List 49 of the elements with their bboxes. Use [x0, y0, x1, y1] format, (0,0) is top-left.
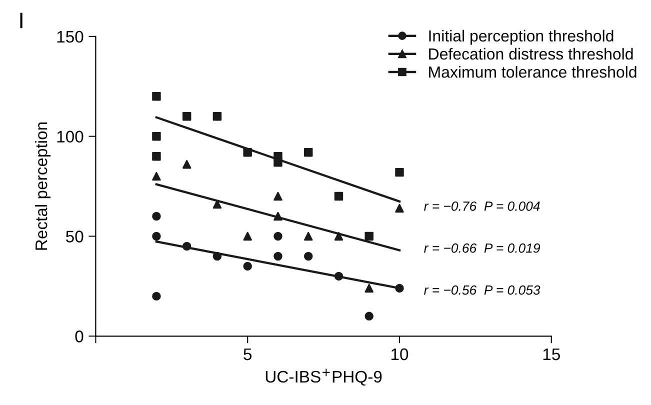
point	[182, 112, 192, 121]
point	[212, 252, 222, 261]
x-axis-title: UC-IBS$^{+}$PHQ-9	[266, 368, 382, 386]
point	[304, 232, 313, 241]
point	[243, 148, 252, 157]
point	[334, 232, 344, 241]
point	[395, 168, 404, 177]
point	[212, 200, 222, 209]
point	[395, 284, 404, 293]
legend-label: Maximum tolerance threshold	[429, 66, 636, 78]
point	[364, 284, 374, 293]
point	[334, 272, 344, 281]
point	[152, 212, 161, 221]
point	[152, 152, 161, 161]
point	[152, 92, 161, 101]
x-tick-label: 15	[543, 348, 560, 360]
point	[274, 252, 282, 261]
point	[152, 132, 161, 141]
point	[182, 242, 192, 251]
point	[152, 232, 161, 241]
y-tick-label: 50	[66, 230, 84, 242]
point	[243, 232, 252, 241]
point	[274, 192, 282, 201]
point	[304, 148, 313, 157]
point	[182, 160, 192, 169]
point	[364, 232, 374, 241]
y-tick-label: 150	[57, 30, 84, 43]
x-tick-label: 10	[392, 348, 408, 360]
x-tick-label: 5	[244, 348, 252, 360]
point	[274, 158, 282, 167]
point	[395, 204, 404, 213]
point	[152, 292, 161, 301]
point	[212, 112, 222, 121]
point	[274, 232, 282, 241]
point	[152, 172, 161, 181]
point	[304, 252, 313, 261]
y-tick-label: 0	[75, 330, 84, 342]
annotation: r = −0.56 P = 0.053	[424, 285, 540, 295]
y-axis-title: Rectal perception	[34, 122, 51, 250]
point	[364, 312, 374, 321]
point	[334, 192, 344, 201]
annotation: r = −0.66 P = 0.019	[424, 243, 540, 253]
legend-label: Defecation distress threshold	[429, 48, 633, 60]
legend-label: Initial perception threshold	[429, 30, 614, 45]
chart-title: I	[20, 12, 22, 28]
annotation: r = −0.76 P = 0.004	[424, 201, 540, 211]
point	[274, 212, 282, 221]
point	[243, 262, 252, 271]
y-tick-label: 100	[57, 130, 84, 143]
